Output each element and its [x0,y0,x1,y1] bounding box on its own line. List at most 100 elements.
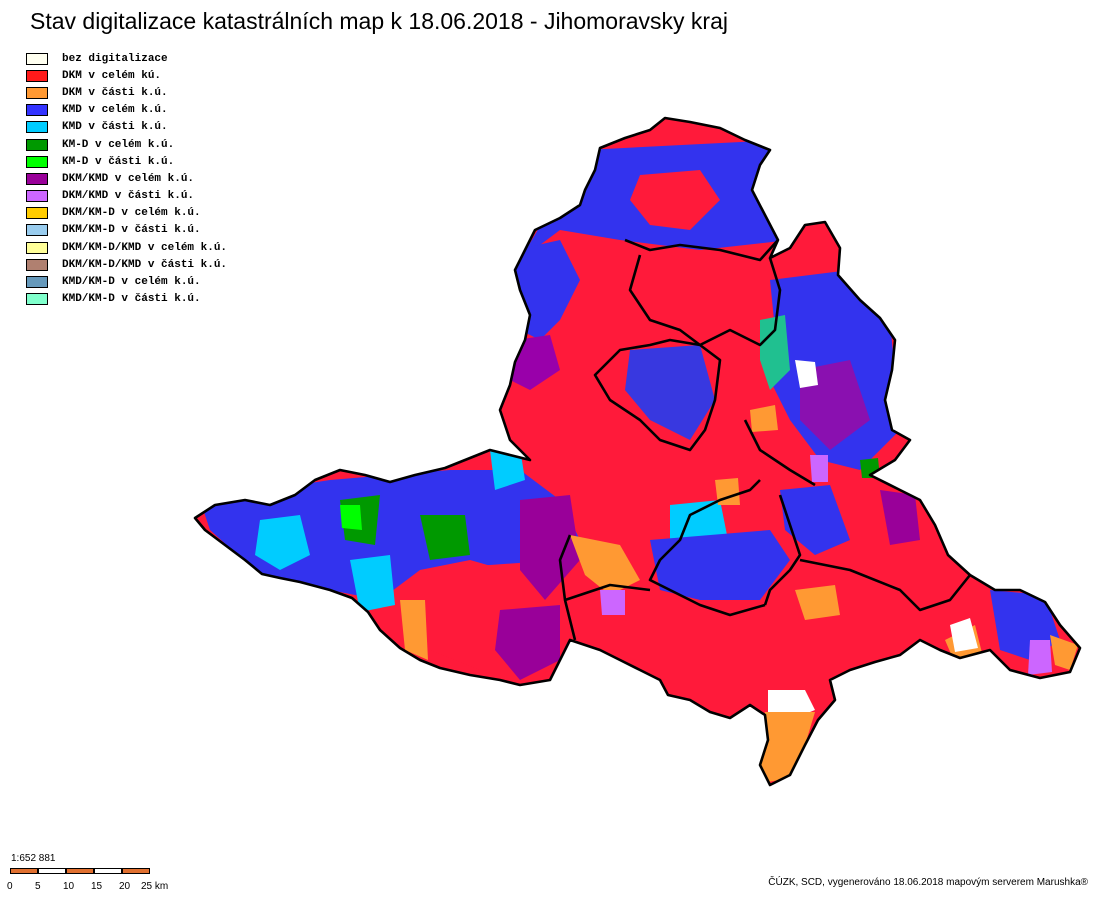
scale-segment [122,868,150,874]
center-south-kmd-area [650,530,790,600]
legend-label: DKM/KMD v celém k.ú. [62,172,195,185]
district-boundary-city [593,338,722,452]
district-boundary-north [624,238,779,262]
legend-item-dkm-cele: DKM v celém kú. [26,67,227,84]
center-dkm-kmd-part [600,590,625,615]
southeast-dkm-part-2 [1050,635,1078,670]
south-dkm-part [760,712,815,782]
southeast-dkm-part [795,585,840,620]
legend-label: KM-D v celém k.ú. [62,138,175,151]
legend-item-kmd-d-cast: KM-D v části k.ú. [26,153,227,170]
legend-item-kmd-d-cele: KM-D v celém k.ú. [26,136,227,153]
southwest-kmd-part-2 [350,555,395,612]
legend-label: DKM/KM-D/KMD v části k.ú. [62,258,228,271]
scale-tick: 15 [91,881,103,892]
east-south-kmd-area [780,485,850,555]
district-boundary-south [558,534,577,641]
center-dkm-part [570,535,640,595]
legend-label: KMD/KM-D v části k.ú. [62,293,201,306]
southwest-km-d-area-2 [420,515,470,560]
legend-item-kmd-km-d-cast: KMD/KM-D v části k.ú. [26,291,227,308]
legend-label: DKM/KM-D v části k.ú. [62,224,201,237]
north-dkm-patch [630,170,720,230]
scale-bar [10,868,150,874]
legend-label: DKM v celém kú. [62,69,162,82]
legend-label: DKM v části k.ú. [62,86,168,99]
scale-segment [94,868,122,874]
legend-item-kmd-cele: KMD v celém k.ú. [26,102,227,119]
district-boundary-north-2 [628,254,701,347]
scale-segment [38,868,66,874]
east-dkm-kmd-part [810,455,828,482]
legend-item-dkm-kmd-cast: DKM/KMD v části k.ú. [26,188,227,205]
west-dkm-kmd-area [510,335,560,390]
district-boundary-south-2 [564,583,651,602]
legend-label: KM-D v části k.ú. [62,155,175,168]
legend-item-kmd-cast: KMD v části k.ú. [26,119,227,136]
legend-item-dkm-kmd-d-cast: DKM/KM-D v části k.ú. [26,222,227,239]
legend: bez digitalizace DKM v celém kú. DKM v č… [26,50,227,308]
legend-swatch [26,293,48,306]
map-title: Stav digitalizace katastrálních map k 18… [30,8,728,34]
legend-swatch [26,86,48,99]
legend-item-kmd-km-d-cele: KMD/KM-D v celém k.ú. [26,273,227,290]
east-dkm-part [750,405,778,432]
district-boundaries [193,116,1082,787]
south-dkm-kmd-area-2 [495,605,560,680]
legend-swatch [26,155,48,168]
scale-segment [66,868,94,874]
legend-swatch [26,104,48,117]
legend-swatch [26,207,48,220]
legend-item-dkm-kmd-d-cele: DKM/KM-D v celém k.ú. [26,205,227,222]
east-kmd-km-d-area [760,315,790,390]
southwest-kmd-area [200,470,580,600]
legend-label: KMD/KM-D v celém k.ú. [62,276,201,289]
legend-label: DKM/KM-D v celém k.ú. [62,207,201,220]
scale-tick: 5 [35,881,41,892]
scale-tick: 0 [7,881,13,892]
legend-item-dkm-kmd-d-kmd-cast: DKM/KM-D/KMD v části k.ú. [26,256,227,273]
southwest-kmd-part [255,515,310,570]
legend-swatch [26,258,48,271]
legend-swatch [26,224,48,237]
scale-tick: 10 [63,881,75,892]
legend-swatch [26,172,48,185]
south-dkm-kmd-area [520,495,580,600]
legend-swatch [26,52,48,65]
legend-item-dkm-cast: DKM v části k.ú. [26,84,227,101]
center-kmd-area [625,345,715,440]
scale-ratio: 1:652 881 [11,853,56,864]
southwest-dkm-part [400,600,428,660]
legend-label: bez digitalizace [62,52,168,65]
east-bez-digitalizace [795,360,818,388]
southwest-km-d-part [340,505,362,530]
southeast-bez-digitalizace [950,618,978,652]
legend-swatch [26,241,48,254]
legend-label: KMD v celém k.ú. [62,104,168,117]
legend-label: DKM/KM-D/KMD v celém k.ú. [62,241,228,254]
legend-item-dkm-kmd-cele: DKM/KMD v celém k.ú. [26,170,227,187]
east-south-dkm-kmd-area [880,490,920,545]
map-fill-layer [195,118,1080,785]
credit-text: ČÚZK, SCD, vygenerováno 18.06.2018 mapov… [768,877,1088,888]
district-boundary-east [743,419,816,487]
legend-swatch [26,190,48,203]
scale-segment [10,868,38,874]
district-boundary-east-south [763,494,802,606]
scale-tick: 25 km [141,881,169,892]
district-boundary-northeast [699,257,782,347]
legend-item-dkm-kmd-d-kmd-cele: DKM/KM-D/KMD v celém k.ú. [26,239,227,256]
legend-item-bez-digitalizace: bez digitalizace [26,50,227,67]
district-boundary-center-south [648,479,766,617]
southeast-dkm-kmd-part [1028,640,1052,675]
legend-swatch [26,138,48,151]
legend-swatch [26,69,48,82]
scale-tick: 20 [119,881,131,892]
legend-label: DKM/KMD v části k.ú. [62,190,195,203]
legend-swatch [26,121,48,134]
legend-label: KMD v části k.ú. [62,121,168,134]
district-boundary-southeast [799,558,972,612]
west-kmd-part [490,448,525,490]
legend-swatch [26,276,48,289]
